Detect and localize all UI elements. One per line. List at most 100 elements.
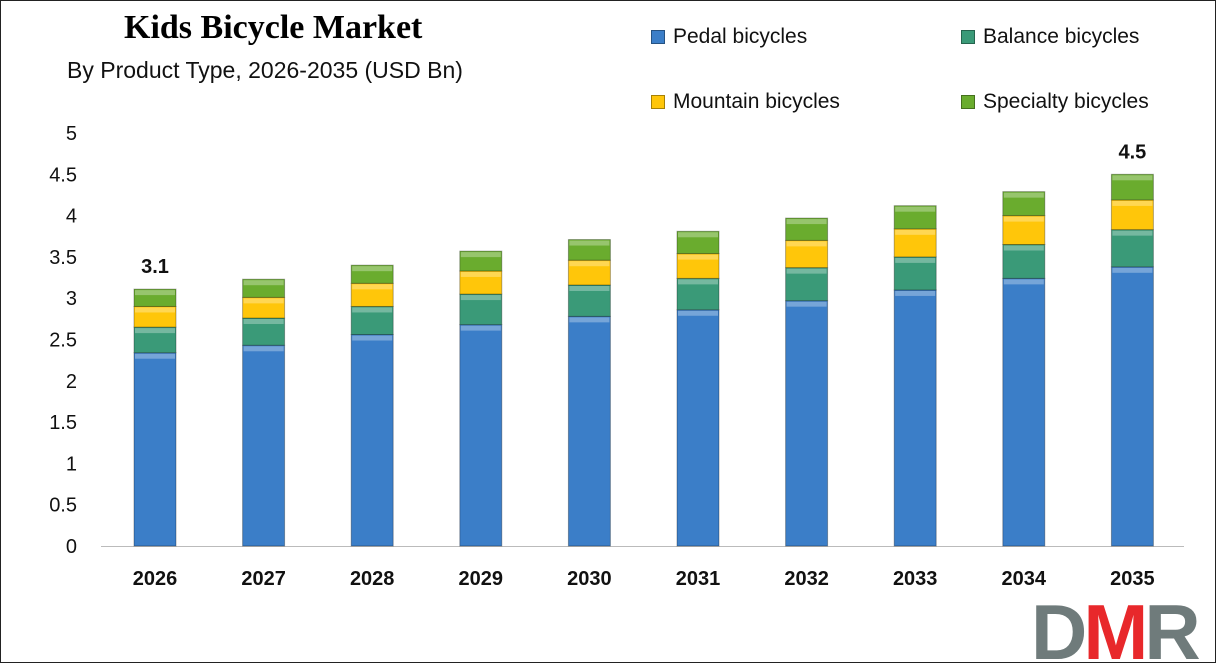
bar-segment-pedal-bicycles — [133, 352, 177, 547]
bar-segment-highlight — [786, 301, 827, 307]
legend-label: Pedal bicycles — [673, 25, 808, 48]
y-tick-label: 2 — [66, 371, 77, 393]
bar-segment-highlight — [135, 353, 175, 359]
bar-segment-specialty-bicycles — [1110, 173, 1154, 201]
bar-segment-highlight — [895, 206, 936, 212]
bar-segment-highlight — [678, 310, 718, 316]
logo-letter: R — [1144, 588, 1200, 663]
bar-segment-specialty-bicycles — [133, 288, 177, 307]
x-tick-label: 2033 — [893, 568, 938, 590]
bar-segment-highlight — [352, 335, 393, 341]
x-tick-label: 2026 — [133, 568, 178, 590]
bar-segment-pedal-bicycles — [676, 309, 720, 547]
bar-segment-highlight — [569, 261, 610, 267]
bar-segment-pedal-bicycles — [459, 324, 503, 547]
bar-segment-specialty-bicycles — [459, 250, 503, 272]
logo-letter: M — [1083, 588, 1148, 663]
bar-segment-highlight — [460, 295, 501, 301]
bar-segment-highlight — [352, 284, 393, 290]
bar-segment-mountain-bicycles — [567, 259, 611, 286]
bar-segment-balance-bicycles — [567, 284, 611, 317]
legend-item-mountain: Mountain bicycles — [651, 90, 840, 114]
y-tick-label: 3 — [66, 288, 77, 310]
y-tick-label: 0 — [66, 536, 77, 558]
bar-segment-specialty-bicycles — [1002, 191, 1046, 217]
bar-segment-pedal-bicycles — [350, 334, 394, 547]
bar-segment-highlight — [1003, 279, 1044, 285]
bar-segment-highlight — [243, 298, 284, 304]
bar-segment-highlight — [786, 219, 827, 225]
bar-segment-mountain-bicycles — [893, 228, 937, 258]
bar-segment-highlight — [569, 317, 610, 323]
bar-segment-highlight — [569, 240, 610, 246]
x-tick-label: 2030 — [567, 568, 612, 590]
bar-segment-highlight — [1003, 192, 1044, 198]
bar-segment-mountain-bicycles — [1002, 215, 1046, 246]
bar-segment-specialty-bicycles — [893, 205, 937, 230]
bar-segment-highlight — [678, 279, 718, 285]
bar-segment-highlight — [243, 346, 284, 352]
x-tick-label: 2029 — [459, 568, 504, 590]
y-tick-label: 2.5 — [49, 330, 77, 352]
bar-segment-highlight — [243, 319, 284, 325]
x-tick-label: 2027 — [241, 568, 286, 590]
bar-segment-highlight — [786, 268, 827, 274]
y-tick-label: 4.5 — [49, 164, 77, 186]
legend-swatch — [961, 30, 975, 44]
bar-segment-specialty-bicycles — [676, 230, 720, 255]
bar-segment-pedal-bicycles — [785, 300, 829, 547]
bar-segment-highlight — [678, 232, 718, 238]
bar-segment-highlight — [1112, 200, 1153, 206]
legend-label: Specialty bicycles — [983, 90, 1149, 113]
bar-segment-pedal-bicycles — [1110, 266, 1154, 547]
bar-segment-highlight — [1003, 216, 1044, 222]
bar-segment-highlight — [135, 290, 175, 296]
bar-segment-highlight — [352, 307, 393, 313]
bar-segment-highlight — [460, 271, 501, 277]
bar-segment-balance-bicycles — [893, 256, 937, 291]
bar-segment-mountain-bicycles — [1110, 199, 1154, 231]
bar-segment-pedal-bicycles — [1002, 277, 1046, 547]
x-tick-label: 2031 — [676, 568, 721, 590]
bar-segment-balance-bicycles — [1002, 244, 1046, 279]
bar-segment-highlight — [569, 285, 610, 291]
y-tick-label: 1.5 — [49, 412, 77, 434]
y-tick-label: 4 — [66, 206, 77, 228]
legend-swatch — [961, 95, 975, 109]
data-label: 3.1 — [141, 256, 169, 278]
y-tick-label: 0.5 — [49, 495, 77, 517]
bar-segment-highlight — [895, 229, 936, 235]
bar-segment-specialty-bicycles — [785, 217, 829, 241]
chart-title: Kids Bicycle Market — [124, 9, 423, 46]
legend-item-specialty: Specialty bicycles — [961, 90, 1149, 114]
bar-segment-pedal-bicycles — [242, 344, 286, 547]
bar-segment-highlight — [135, 328, 175, 334]
bar-segment-specialty-bicycles — [350, 264, 394, 284]
bar-segment-highlight — [1112, 230, 1153, 236]
x-tick-label: 2028 — [350, 568, 395, 590]
legend-item-balance: Balance bicycles — [961, 25, 1139, 49]
data-label: 4.5 — [1118, 141, 1146, 163]
bar-segment-highlight — [895, 257, 936, 263]
legend-item-pedal: Pedal bicycles — [651, 25, 807, 49]
bar-segment-highlight — [1112, 267, 1153, 273]
bar-segment-highlight — [460, 252, 501, 258]
bar-segment-balance-bicycles — [676, 277, 720, 311]
bar-segment-highlight — [243, 280, 284, 286]
logo-letter: D — [1031, 588, 1087, 663]
x-tick-label: 2034 — [1002, 568, 1047, 590]
legend-label: Balance bicycles — [983, 25, 1140, 48]
legend-label: Mountain bicycles — [673, 90, 840, 113]
x-tick-label: 2032 — [784, 568, 829, 590]
bar-segment-highlight — [1112, 175, 1153, 181]
bar-segment-balance-bicycles — [459, 293, 503, 326]
bar-segment-highlight — [135, 307, 175, 313]
x-tick-label: 2035 — [1110, 568, 1155, 590]
bar-segment-pedal-bicycles — [567, 315, 611, 547]
bar-segment-highlight — [460, 325, 501, 331]
bar-segment-balance-bicycles — [350, 305, 394, 336]
bar-segment-specialty-bicycles — [567, 239, 611, 261]
bar-segment-highlight — [786, 241, 827, 247]
